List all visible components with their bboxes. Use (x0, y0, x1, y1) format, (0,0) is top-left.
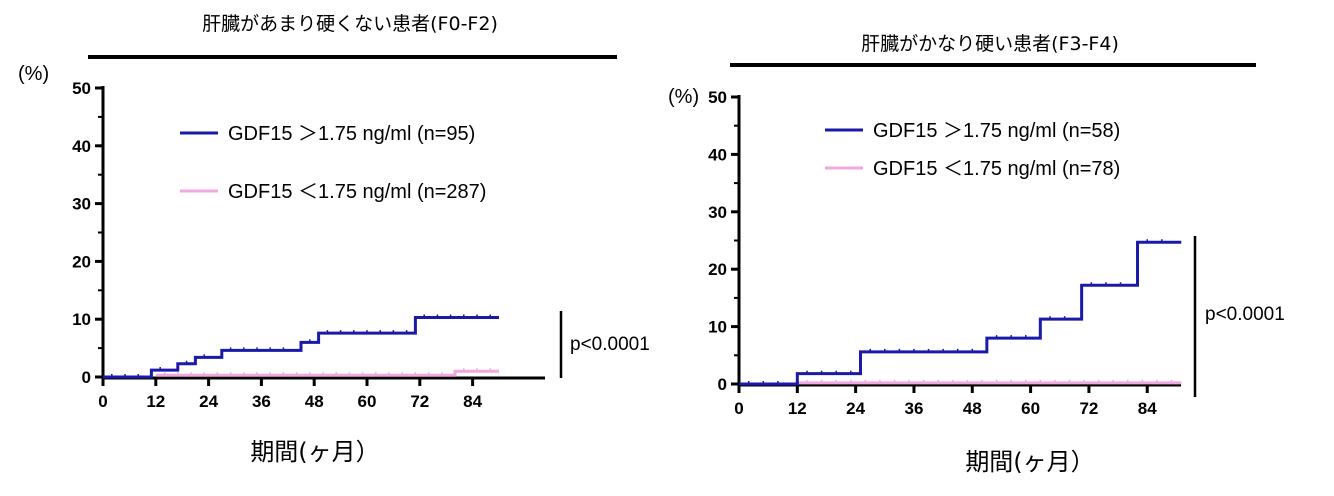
y-axis-label: (%) (668, 86, 699, 108)
pvalue-label: p<0.0001 (570, 334, 650, 355)
y-tick-label: 50 (72, 79, 91, 98)
series-line-low (155, 369, 499, 377)
x-tick-label: 24 (199, 392, 218, 411)
y-tick-label: 20 (72, 252, 91, 271)
y-tick-label: 10 (708, 318, 727, 337)
y-tick-label: 30 (72, 195, 91, 214)
y-tick-label: 40 (708, 145, 727, 164)
chart-1: 肝臓があまり硬くない患者(F0-F2) (%) 期間(ヶ月） 0 10 20 30 40 50 0… (18, 13, 650, 466)
x-tick-label: 72 (410, 392, 429, 411)
y-tick-label: 30 (708, 203, 727, 222)
chart-title: 肝臓があまり硬くない患者(F0-F2) (202, 13, 498, 35)
series-line-high (739, 240, 1182, 386)
x-tick-label: 84 (1138, 399, 1157, 418)
y-tick-label: 10 (72, 310, 91, 329)
legend-label: GDF15 ＞1.75 ng/ml (n=58) (873, 120, 1120, 142)
y-tick-label: 20 (708, 260, 727, 279)
x-tick-label: 0 (734, 399, 743, 418)
series-line-high (103, 315, 499, 379)
x-tick-label: 48 (963, 399, 982, 418)
chart-2: 肝臓がかなり硬い患者(F3-F4) (%) 期間(ヶ月） 0 10 20 30 40 50 0 12… (668, 33, 1285, 476)
y-tick-label: 50 (708, 88, 727, 107)
legend-label: GDF15 ＞1.75 ng/ml (n=95) (228, 123, 475, 145)
x-axis-label: 期間(ヶ月） (965, 448, 1094, 476)
x-tick-label: 60 (358, 392, 377, 411)
y-tick-label: 0 (718, 375, 727, 394)
x-tick-label: 0 (98, 392, 107, 411)
pvalue-label: p<0.0001 (1205, 304, 1285, 325)
x-tick-label: 84 (463, 392, 482, 411)
legend-label: GDF15 ＜1.75 ng/ml (n=78) (873, 158, 1120, 180)
x-tick-label: 36 (904, 399, 923, 418)
x-tick-label: 48 (305, 392, 324, 411)
y-tick-label: 0 (82, 368, 91, 387)
x-tick-label: 12 (788, 399, 807, 418)
chart-title: 肝臓がかなり硬い患者(F3-F4) (861, 33, 1119, 55)
x-tick-label: 60 (1021, 399, 1040, 418)
x-tick-label: 36 (252, 392, 271, 411)
x-axis-label: 期間(ヶ月） (250, 438, 379, 466)
x-tick-label: 72 (1079, 399, 1098, 418)
legend-label: GDF15 ＜1.75 ng/ml (n=287) (228, 181, 486, 203)
x-tick-label: 12 (146, 392, 165, 411)
y-tick-label: 40 (72, 137, 91, 156)
y-axis-label: (%) (18, 63, 49, 85)
x-tick-label: 24 (846, 399, 865, 418)
